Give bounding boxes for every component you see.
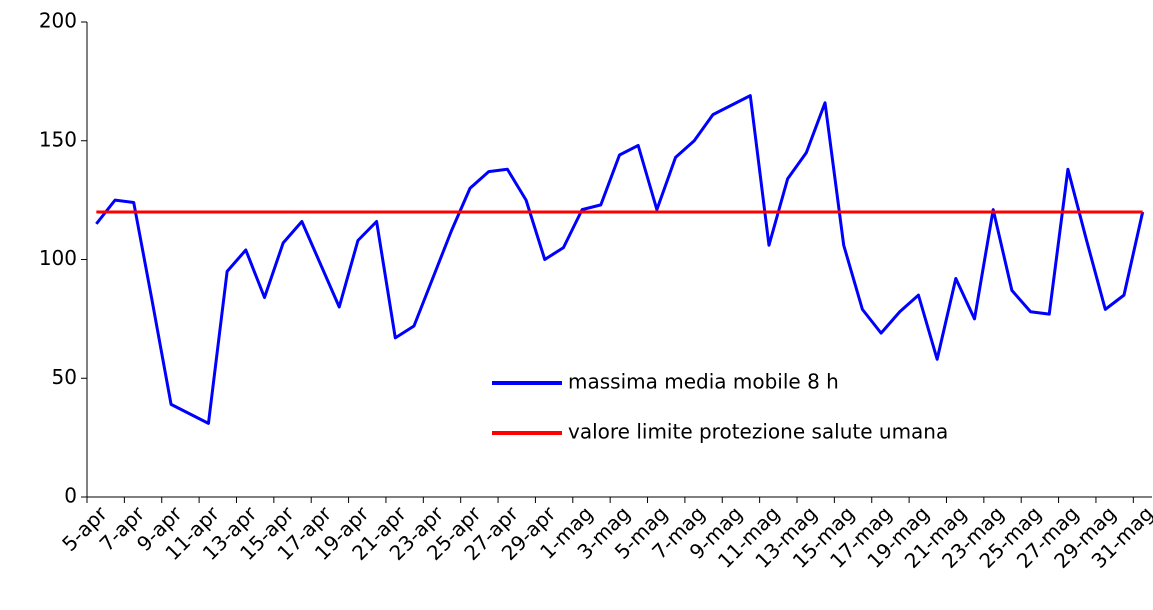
legend-label: valore limite protezione salute umana — [568, 420, 948, 444]
legend-label: massima media mobile 8 h — [568, 370, 839, 394]
y-tick-label: 100 — [39, 246, 77, 270]
y-tick-label: 200 — [39, 9, 77, 33]
series-line — [95, 94, 1145, 425]
y-tick-label: 50 — [52, 365, 77, 389]
y-tick-label: 150 — [39, 127, 77, 151]
y-tick-label: 0 — [64, 484, 77, 508]
